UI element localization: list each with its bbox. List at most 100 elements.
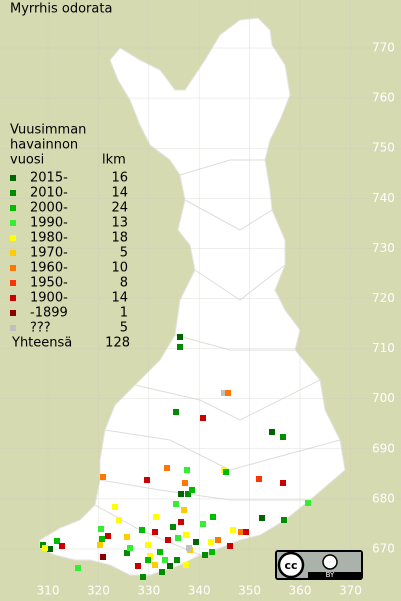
observation <box>99 536 105 542</box>
license-badge: cc BY <box>275 550 363 580</box>
legend-count: 5 <box>120 246 128 261</box>
observation <box>124 550 130 556</box>
legend-swatch <box>10 175 16 181</box>
legend-swatch <box>10 295 16 301</box>
north-label: 720 <box>372 291 395 305</box>
observation <box>100 554 106 560</box>
legend-count: 18 <box>111 231 128 246</box>
observation <box>173 409 179 415</box>
by-strip <box>308 572 361 578</box>
observation <box>209 549 215 555</box>
observation <box>183 562 189 568</box>
observation <box>165 537 171 543</box>
region-borders <box>94 159 341 556</box>
legend-count: 14 <box>111 186 128 201</box>
observation <box>147 553 153 559</box>
legend-label: 1900- <box>30 291 68 306</box>
observation <box>59 543 65 549</box>
observation <box>223 469 229 475</box>
legend-swatch <box>10 325 16 331</box>
observation <box>200 415 206 421</box>
east-label: 320 <box>87 584 110 598</box>
east-label: 340 <box>188 584 211 598</box>
legend-swatch <box>10 220 16 226</box>
observation <box>135 563 141 569</box>
observation <box>177 334 183 340</box>
observation <box>162 557 168 563</box>
observation <box>202 552 208 558</box>
legend-swatch <box>10 205 16 211</box>
observation <box>175 535 181 541</box>
legend-header: Vuusimman <box>10 123 86 138</box>
legend-header: vuosi <box>10 153 44 168</box>
observation <box>186 545 192 551</box>
legend-swatch <box>10 310 16 316</box>
observation <box>184 467 190 473</box>
observation <box>116 517 122 523</box>
observation <box>269 429 275 435</box>
legend-label: -1899 <box>30 306 68 321</box>
observation <box>281 517 287 523</box>
legend-label: 1970- <box>30 246 68 261</box>
legend-swatch <box>10 190 16 196</box>
observation <box>259 515 265 521</box>
north-label: 750 <box>372 141 395 155</box>
observation <box>100 474 106 480</box>
observation <box>185 491 191 497</box>
north-label: 670 <box>372 542 395 556</box>
observation <box>174 557 180 563</box>
observation <box>225 390 231 396</box>
north-label: 690 <box>372 441 395 455</box>
observation <box>280 434 286 440</box>
legend-swatch <box>10 250 16 256</box>
legend-count: 24 <box>111 201 128 216</box>
observation <box>181 507 187 513</box>
east-label: 330 <box>137 584 160 598</box>
observation <box>243 529 249 535</box>
observation <box>280 480 286 486</box>
legend-label: 1960- <box>30 261 68 276</box>
observation <box>157 549 163 555</box>
legend-label: 2010- <box>30 186 68 201</box>
north-label: 760 <box>372 91 395 105</box>
observation <box>105 533 111 539</box>
total-label: Yhteensä <box>11 336 72 351</box>
observation <box>256 476 262 482</box>
legend-count: 10 <box>111 261 128 276</box>
observation <box>145 542 151 548</box>
observation <box>54 538 60 544</box>
observation <box>42 545 48 551</box>
east-label: 350 <box>238 584 261 598</box>
legend-label: ??? <box>30 321 51 336</box>
east-label: 360 <box>289 584 312 598</box>
observation <box>189 487 195 493</box>
legend-count: 16 <box>111 171 128 186</box>
legend-header: havainnon <box>10 138 78 153</box>
observation <box>75 565 81 571</box>
observation <box>193 539 199 545</box>
legend-count: 14 <box>111 291 128 306</box>
observation <box>182 480 188 486</box>
observation <box>98 526 104 532</box>
observation <box>167 563 173 569</box>
observation <box>238 529 244 535</box>
observation <box>183 532 189 538</box>
legend-swatch <box>10 235 16 241</box>
legend-label: 2000- <box>30 201 68 216</box>
observation <box>227 543 233 549</box>
legend-count: 1 <box>120 306 128 321</box>
east-label: 310 <box>37 584 60 598</box>
legend-count: 8 <box>120 276 128 291</box>
cc-text: cc <box>284 559 297 572</box>
observation <box>152 562 158 568</box>
legend-count: 5 <box>120 321 128 336</box>
observation <box>210 514 216 520</box>
observation <box>230 527 236 533</box>
legend-count: 13 <box>111 216 128 231</box>
observation <box>47 546 53 552</box>
observation <box>178 491 184 497</box>
observation <box>144 477 150 483</box>
north-label: 730 <box>372 241 395 255</box>
by-circle <box>322 554 338 570</box>
